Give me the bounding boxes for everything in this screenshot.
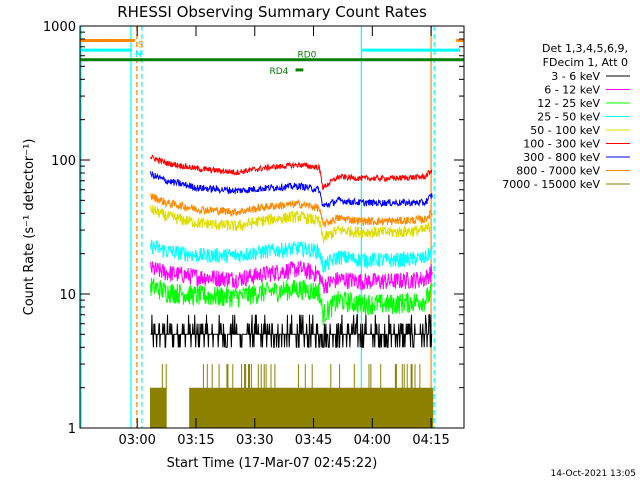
- legend: Det 1,3,4,5,6,9,FDecim 1, Att 03 - 6 keV…: [502, 42, 630, 191]
- series-group: [150, 154, 434, 428]
- x-tick-label: 04:00: [354, 433, 391, 448]
- series-50-100-kev: [150, 204, 433, 244]
- axes-ticks: 1 10 100 1000 03:00 03:15 03:30 03:45 04:00 04:15: [43, 20, 464, 448]
- series-800-7000-kev: [150, 193, 433, 228]
- x-tick-label: 03:00: [118, 433, 155, 448]
- chart-title: RHESSI Observing Summary Count Rates: [117, 3, 427, 21]
- flag-label-rd4: RD4: [270, 67, 289, 77]
- legend-item-label: 50 - 100 keV: [530, 124, 600, 137]
- series-3-6-kev: [150, 314, 433, 348]
- series-100-300-kev: [150, 154, 433, 191]
- legend-item-label: 7000 - 15000 keV: [502, 178, 600, 191]
- series-7000-15000-kev: [150, 364, 434, 428]
- attenuator-bars: SN RD0 RD4: [80, 38, 464, 77]
- series-12-25-kev: [150, 277, 433, 326]
- legend-item-label: 6 - 12 keV: [544, 84, 600, 97]
- vertical-markers: [80, 26, 435, 428]
- y-tick-label: 1000: [43, 20, 76, 35]
- x-tick-label: 04:15: [412, 433, 449, 448]
- legend-item-label: 12 - 25 keV: [537, 97, 600, 110]
- series-6-12-kev: [150, 259, 433, 294]
- flag-label-s: S: [138, 40, 144, 50]
- x-axis-label: Start Time (17-Mar-07 02:45:22): [167, 456, 378, 471]
- legend-item-label: 25 - 50 keV: [537, 111, 600, 124]
- y-axis-label: Count Rate (s⁻¹ detector⁻¹): [22, 139, 37, 316]
- series-25-50-kev: [150, 239, 433, 273]
- flag-label-n: N: [135, 50, 142, 60]
- flag-label-rd0: RD0: [297, 51, 316, 61]
- plot-frame: [79, 25, 465, 429]
- legend-header-2: FDecim 1, Att 0: [543, 56, 628, 69]
- legend-item-label: 3 - 6 keV: [551, 70, 600, 83]
- legend-item-label: 300 - 800 keV: [523, 151, 600, 164]
- x-tick-label: 03:45: [295, 433, 332, 448]
- series-300-800-kev: [150, 170, 433, 209]
- y-tick-label: 100: [51, 154, 76, 169]
- x-tick-label: 03:15: [177, 433, 214, 448]
- footer-timestamp: 14-Oct-2021 13:05: [551, 469, 636, 479]
- y-tick-label: 1: [68, 422, 76, 437]
- legend-item-label: 800 - 7000 keV: [516, 165, 600, 178]
- x-tick-label: 03:30: [236, 433, 273, 448]
- legend-item-label: 100 - 300 keV: [523, 138, 600, 151]
- legend-header-1: Det 1,3,4,5,6,9,: [542, 42, 628, 55]
- y-tick-label: 10: [59, 288, 76, 303]
